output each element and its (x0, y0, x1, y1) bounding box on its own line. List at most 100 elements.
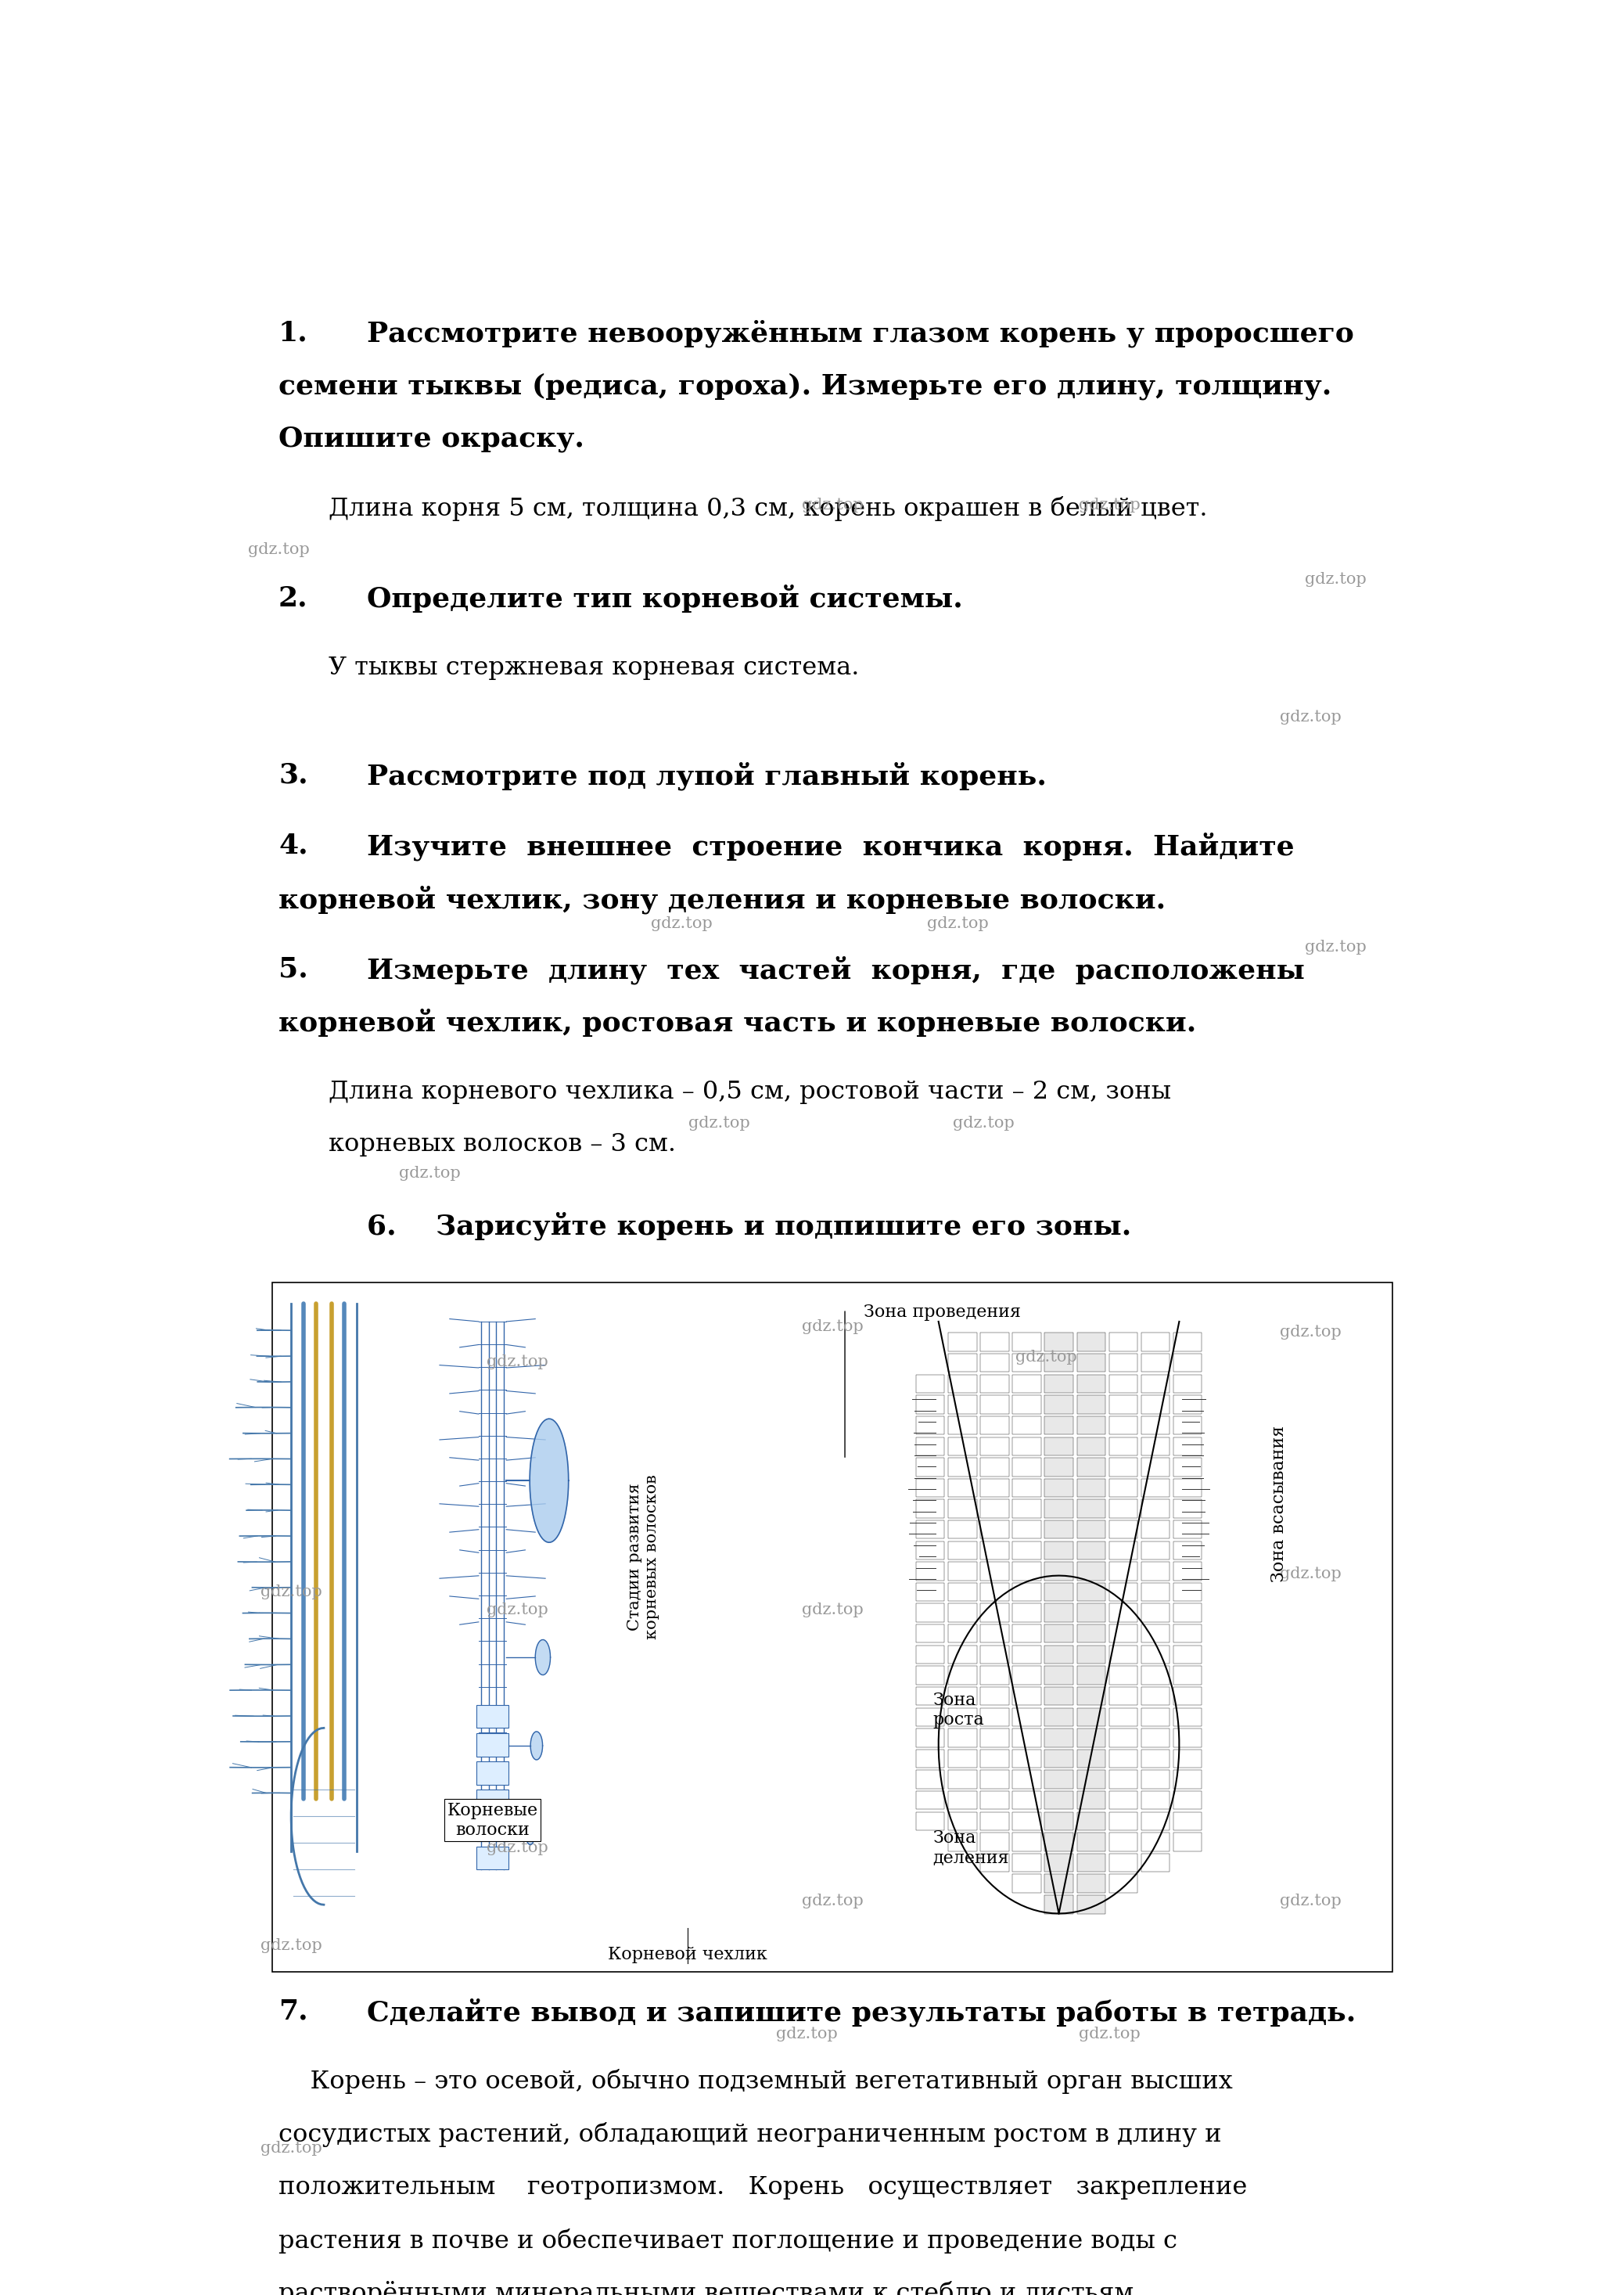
Text: gdz.top: gdz.top (927, 916, 989, 932)
Bar (1109, 1437, 1137, 1455)
Bar (948, 1769, 976, 1788)
Bar (948, 1354, 976, 1372)
Bar (916, 1728, 945, 1746)
Bar (1173, 1437, 1202, 1455)
Text: gdz.top: gdz.top (260, 1937, 322, 1953)
Bar (948, 1625, 976, 1643)
Bar (1109, 1666, 1137, 1685)
Bar (1173, 1625, 1202, 1643)
Text: Измерьте  длину  тех  частей  корня,  где  расположены: Измерьте длину тех частей корня, где рас… (367, 955, 1304, 985)
Bar (1173, 1769, 1202, 1788)
Bar (1077, 1854, 1104, 1873)
Bar (1044, 1395, 1073, 1414)
Bar (1142, 1563, 1169, 1581)
Bar (1173, 1604, 1202, 1623)
Bar (1044, 1375, 1073, 1393)
Bar (948, 1749, 976, 1767)
Text: У тыквы стержневая корневая система.: У тыквы стержневая корневая система. (328, 656, 859, 679)
Bar (1044, 1666, 1073, 1685)
Text: корневой чехлик, ростовая часть и корневые волоски.: корневой чехлик, ростовая часть и корнев… (279, 1010, 1197, 1037)
Text: gdz.top: gdz.top (487, 1354, 549, 1370)
Text: gdz.top: gdz.top (1078, 498, 1140, 512)
Bar (1142, 1749, 1169, 1767)
Text: Опишите окраску.: Опишите окраску. (279, 425, 585, 452)
Bar (1013, 1790, 1041, 1808)
Text: Зона
роста: Зона роста (934, 1691, 984, 1728)
Text: 1.: 1. (279, 319, 309, 347)
Bar (981, 1834, 1009, 1852)
Text: Рассмотрите под лупой главный корень.: Рассмотрите под лупой главный корень. (367, 762, 1046, 789)
Text: gdz.top: gdz.top (1078, 2026, 1140, 2040)
Bar (1044, 1728, 1073, 1746)
Bar (1109, 1542, 1137, 1561)
Bar (981, 1769, 1009, 1788)
Bar (916, 1687, 945, 1705)
Bar (1013, 1584, 1041, 1602)
Bar (916, 1604, 945, 1623)
Text: Корневые
волоски: Корневые волоски (447, 1802, 538, 1838)
Bar (1109, 1333, 1137, 1352)
Bar (1109, 1604, 1137, 1623)
Bar (1142, 1687, 1169, 1705)
Text: gdz.top: gdz.top (802, 1320, 862, 1333)
Bar (981, 1666, 1009, 1685)
Bar (1077, 1813, 1104, 1829)
Bar (1044, 1854, 1073, 1873)
Bar (1013, 1728, 1041, 1746)
Bar (916, 1395, 945, 1414)
Text: семени тыквы (редиса, гороха). Измерьте его длину, толщину.: семени тыквы (редиса, гороха). Измерьте … (279, 372, 1332, 399)
Bar (1142, 1666, 1169, 1685)
Bar (948, 1478, 976, 1496)
Bar (948, 1584, 976, 1602)
Text: 3.: 3. (279, 762, 309, 787)
Bar (1173, 1478, 1202, 1496)
Bar (916, 1519, 945, 1538)
Bar (981, 1542, 1009, 1561)
Text: gdz.top: gdz.top (953, 1115, 1013, 1131)
Bar (1013, 1333, 1041, 1352)
Bar (1077, 1790, 1104, 1808)
Bar (1044, 1519, 1073, 1538)
Bar (1142, 1457, 1169, 1476)
Bar (916, 1437, 945, 1455)
Bar (1044, 1896, 1073, 1914)
Bar (1142, 1625, 1169, 1643)
Bar (1142, 1478, 1169, 1496)
Bar (948, 1333, 976, 1352)
Bar (1173, 1416, 1202, 1434)
Text: Рассмотрите невооружённым глазом корень у проросшего: Рассмотрите невооружённым глазом корень … (367, 319, 1354, 347)
Bar (948, 1813, 976, 1829)
Bar (1013, 1375, 1041, 1393)
Text: Сделайте вывод и запишите результаты работы в тетрадь.: Сделайте вывод и запишите результаты раб… (367, 1999, 1356, 2026)
Bar (1077, 1354, 1104, 1372)
Bar (1077, 1416, 1104, 1434)
Text: Корень – это осевой, обычно подземный вегетативный орган высших: Корень – это осевой, обычно подземный ве… (279, 2070, 1233, 2093)
Bar (916, 1584, 945, 1602)
Bar (1013, 1437, 1041, 1455)
Text: растения в почве и обеспечивает поглощение и проведение воды с: растения в почве и обеспечивает поглощен… (279, 2228, 1177, 2254)
Text: gdz.top: gdz.top (1015, 1349, 1077, 1363)
Bar (948, 1416, 976, 1434)
Bar (916, 1375, 945, 1393)
Text: 4.: 4. (279, 833, 309, 858)
Bar (1109, 1834, 1137, 1852)
Text: 6.    Зарисуйте корень и подпишите его зоны.: 6. Зарисуйте корень и подпишите его зоны… (367, 1212, 1130, 1242)
Bar (1044, 1646, 1073, 1664)
Text: 5.: 5. (279, 955, 309, 982)
Bar (1077, 1875, 1104, 1893)
Bar (1044, 1625, 1073, 1643)
Bar (1044, 1542, 1073, 1561)
Bar (1013, 1478, 1041, 1496)
Bar (981, 1790, 1009, 1808)
Bar (1109, 1584, 1137, 1602)
Bar (1109, 1749, 1137, 1767)
Bar (1173, 1375, 1202, 1393)
Bar (1044, 1790, 1073, 1808)
Bar (1142, 1416, 1169, 1434)
Bar (948, 1666, 976, 1685)
Bar (1142, 1813, 1169, 1829)
Bar (1044, 1834, 1073, 1852)
Bar (1109, 1478, 1137, 1496)
Bar (1077, 1625, 1104, 1643)
Bar (476, 1733, 508, 1756)
